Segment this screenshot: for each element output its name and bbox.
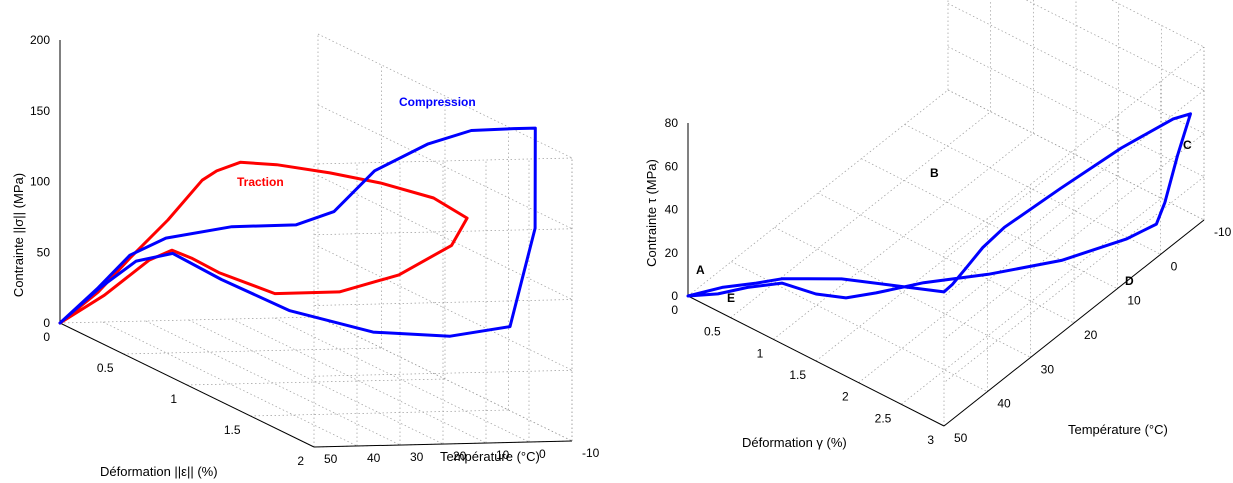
z-tick-label: 60: [665, 159, 679, 173]
chart1-x-axis-label: Température (°C): [1068, 422, 1168, 437]
grid-line: [186, 378, 446, 386]
x-tick-label: 50: [954, 431, 968, 445]
x-axis-line: [313, 440, 573, 448]
chart1-box-edges: [687, 123, 1205, 427]
chart0-annotation-traction: Traction: [237, 175, 284, 189]
y-tick-label: 0.5: [704, 325, 721, 339]
grid-line: [145, 320, 401, 446]
x-tick-label: -10: [1214, 225, 1232, 239]
y-tick-label: 2.5: [875, 411, 892, 425]
y-tick-label: 1.5: [224, 423, 241, 437]
grid-line: [817, 192, 1075, 324]
x-tick-label: 0: [539, 447, 546, 461]
y-tick-label: 3: [927, 433, 934, 447]
grid-line: [1110, 0, 1205, 48]
y-tick-label: 0: [671, 303, 678, 317]
grid-line: [317, 175, 573, 300]
grid-line: [687, 89, 949, 297]
y-axis-line: [59, 322, 315, 448]
y-tick-label: 2: [297, 454, 304, 468]
y-tick-label: 2: [842, 390, 849, 404]
chart0-annotation-compression: Compression: [399, 95, 476, 109]
z-tick-label: 0: [671, 289, 678, 303]
chart1-grid: [687, 0, 1205, 427]
x-tick-label: 50: [324, 452, 338, 466]
grid-line: [102, 321, 358, 447]
chart1-annotation-d: D: [1125, 274, 1134, 288]
chart1-z-axis-label: Contrainte τ (MPa): [644, 159, 659, 267]
grid-line: [317, 104, 573, 230]
x-tick-label: 40: [367, 451, 381, 465]
grid-line: [317, 245, 573, 371]
chart1-series-group: [686, 112, 1192, 300]
chart0-z-axis-label: Contrainte ||σ|| (MPa): [11, 173, 26, 297]
x-tick-label: 10: [1127, 294, 1141, 308]
grid-line: [901, 198, 1162, 405]
chart0-x-axis-label: Température (°C): [440, 449, 540, 464]
x-axis-line: [943, 219, 1205, 427]
x-tick-label: 20: [1084, 328, 1098, 342]
grid-line: [773, 133, 1034, 340]
x-tick-label: 20: [453, 449, 467, 463]
chart0-tick-labels: 0 0.5 1 1.5 2 -10 0 10 20 30 40 50 0 50 100 150 200: [30, 33, 600, 468]
z-tick-label: 50: [37, 245, 51, 259]
grid-line: [858, 176, 1119, 383]
chart1-annotation-b: B: [930, 166, 939, 180]
z-tick-label: 20: [665, 246, 679, 260]
grid-line: [317, 33, 573, 159]
y-axis-line: [687, 295, 945, 427]
grid-line: [943, 46, 1205, 254]
chart0-box-edges: [59, 40, 573, 448]
grid-line: [313, 228, 573, 236]
grid-line: [313, 299, 573, 306]
grid-line: [59, 316, 319, 324]
z-tick-label: 100: [30, 175, 50, 189]
grid-line: [943, 176, 1205, 384]
grid-line: [250, 409, 509, 417]
x-tick-label: -10: [582, 446, 600, 460]
chart1-annotation-c: C: [1183, 138, 1192, 152]
y-tick-label: 1: [170, 392, 177, 406]
y-tick-label: 1.5: [789, 368, 806, 382]
z-tick-label: 150: [30, 104, 50, 118]
chart0-series-group: [58, 126, 537, 338]
grid-line: [815, 154, 1077, 362]
x-tick-label: 30: [1041, 362, 1055, 376]
series-line-torsion: [686, 112, 1192, 300]
grid-line: [317, 316, 573, 442]
z-tick-label: 0: [43, 316, 50, 330]
z-tick-label: 80: [665, 116, 679, 130]
grid-line: [313, 157, 573, 165]
y-tick-label: 0.5: [97, 361, 114, 375]
grid-line: [730, 111, 991, 318]
grid-line: [943, 133, 1205, 340]
chart1-annotation-a: A: [696, 263, 705, 277]
chart-traction-compression: 0 0.5 1 1.5 2 -10 0 10 20 30 40 50 0 50 100 150 200 Cont…: [11, 33, 600, 479]
z-tick-label: 200: [30, 33, 50, 47]
x-tick-label: 10: [496, 448, 510, 462]
chart0-grid: [59, 33, 573, 448]
y-tick-label: 1: [757, 346, 764, 360]
grid-line: [313, 369, 573, 377]
series-line-compression: [58, 126, 537, 338]
chart1-y-axis-label: Déformation γ (%): [742, 435, 847, 450]
x-tick-label: 0: [1171, 259, 1178, 273]
grid-line: [274, 317, 530, 443]
z-tick-label: 40: [665, 203, 679, 217]
grid-line: [123, 347, 382, 355]
x-tick-label: 30: [410, 450, 424, 464]
grid-line: [943, 89, 1205, 297]
series-line-traction: [58, 160, 469, 325]
x-tick-label: 40: [997, 397, 1011, 411]
chart0-y-axis-label: Déformation ||ε|| (%): [100, 464, 218, 479]
chart1-tick-labels: 0 0.5 1 1.5 2 2.5 3 -10 0 10 20 30 40 50 0 20 40 60 80: [665, 116, 1232, 447]
chart-torsion: 0 0.5 1 1.5 2 2.5 3 -10 0 10 20 30 40 50 0 20 40 60 80 Con…: [644, 0, 1232, 450]
y-tick-label: 0: [43, 330, 50, 344]
chart1-annotation-e: E: [727, 291, 735, 305]
